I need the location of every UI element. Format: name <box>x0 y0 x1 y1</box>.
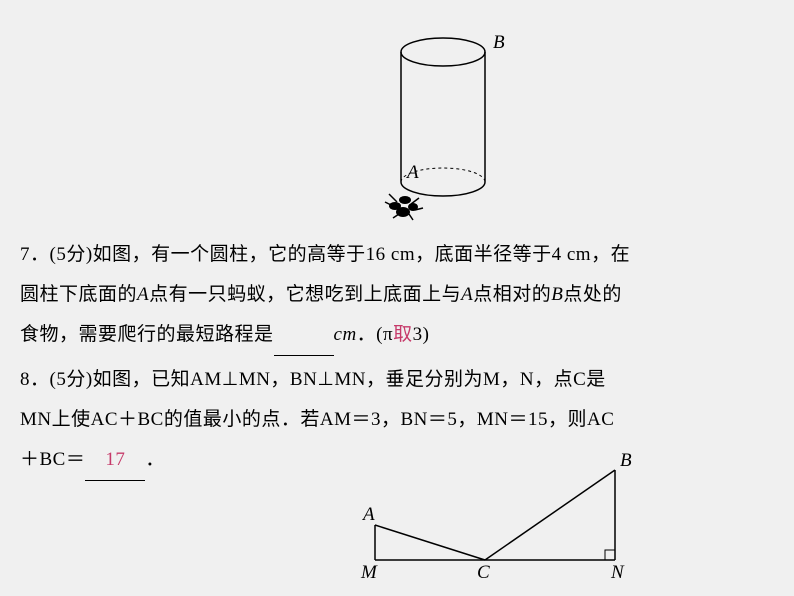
tri-label-m: M <box>361 562 377 584</box>
tri-label-a: A <box>363 504 375 526</box>
q8-line1: 8．(5分)如图，已知AM⊥MN，BN⊥MN，垂足分别为M，N，点C是 <box>20 369 606 390</box>
q8-blank: 17 <box>85 440 145 481</box>
triangle-figure: A B M C N <box>355 450 665 590</box>
ant-icon <box>385 194 423 220</box>
question-7: 7．(5分)如图，有一个圆柱，它的高等于16 cm，底面半径等于4 cm，在 圆… <box>20 235 774 356</box>
q7-blank: 20 <box>274 315 334 356</box>
q7-text-1a: 7．(5分)如 <box>20 244 112 265</box>
q7-text-2b: 点有一只蚂蚁，它想吃到上底面上与 <box>149 284 461 305</box>
q7-text-3a: 食物，需要爬行的最短路程是 <box>20 324 274 345</box>
cylinder-label-b: B <box>493 32 505 54</box>
q7-text-3b: ．(π <box>357 324 393 345</box>
q8-answer: 17 <box>105 449 125 470</box>
q7-italic-b: B <box>551 284 563 305</box>
q7-text-2d: 点处的 <box>563 284 622 305</box>
q8-line3a: ＋BC＝ <box>20 449 85 470</box>
q7-text-1b: 图，有一个圆柱，它的高等于16 cm，底面半径等于4 cm，在 <box>112 244 630 265</box>
tri-label-c: C <box>477 562 490 584</box>
q7-text-3c: 3) <box>413 324 430 345</box>
q8-line2: MN上使AC＋BC的值最小的点．若AM＝3，BN＝5，MN＝15，则AC <box>20 409 614 430</box>
cylinder-label-a: A <box>407 162 419 184</box>
q7-italic-a2: A <box>461 284 473 305</box>
tri-label-n: N <box>611 562 624 584</box>
cylinder-svg <box>383 32 543 222</box>
cylinder-figure: A B <box>383 32 543 222</box>
q7-text-2a: 圆柱下底面的 <box>20 284 137 305</box>
tri-label-b: B <box>620 450 632 472</box>
q7-unit: cm <box>334 324 357 345</box>
page: A B 7．(5分)如图，有一个圆柱，它的高等于16 cm，底面半径等于4 cm… <box>0 0 794 596</box>
q7-pinote: 取 <box>393 324 413 345</box>
q7-italic-a1: A <box>137 284 149 305</box>
q8-line3b: ． <box>145 449 165 470</box>
q7-text-2c: 点相对的 <box>473 284 551 305</box>
